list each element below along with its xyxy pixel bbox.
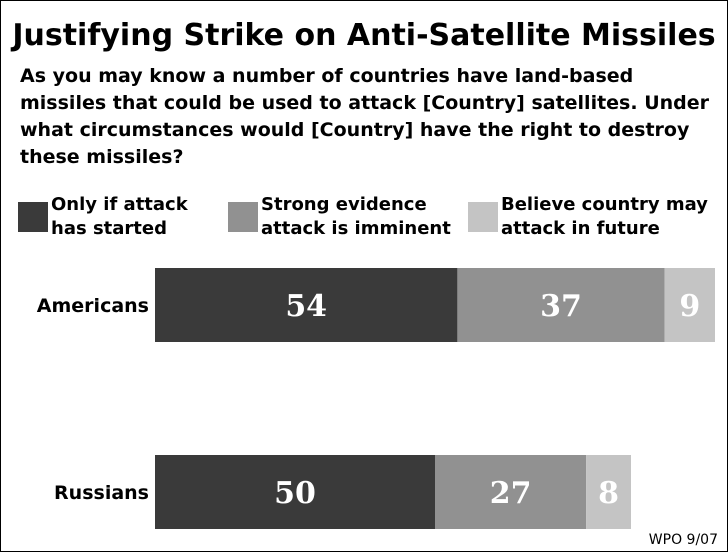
category-label: Americans <box>37 295 149 317</box>
legend-label: Strong evidence attack is imminent <box>261 193 451 241</box>
bar-value-label: 37 <box>540 289 582 324</box>
bar-value-label: 27 <box>490 476 532 511</box>
bar-segment <box>435 455 587 529</box>
legend-swatch <box>228 202 258 232</box>
legend-label-line2: attack is imminent <box>261 218 451 239</box>
legend-label-line2: attack in future <box>501 218 660 239</box>
bar-segment <box>586 455 631 529</box>
category-label: Russians <box>54 482 149 504</box>
legend-item-only-if-attack: Only if attack has started <box>18 193 218 245</box>
chart-title: Justifying Strike on Anti-Satellite Miss… <box>12 18 716 53</box>
bar-segment <box>664 268 715 342</box>
survey-question: As you may know a number of countries ha… <box>20 65 710 168</box>
legend-swatch <box>468 202 498 232</box>
legend-label: Believe country may attack in future <box>501 193 708 241</box>
legend-item-believe-country: Believe country may attack in future <box>468 193 723 245</box>
source-note: WPO 9/07 <box>648 532 718 548</box>
bar-value-label: 50 <box>274 476 316 511</box>
legend-swatch <box>18 202 48 232</box>
bar-value-label: 8 <box>598 476 619 511</box>
legend-label-line1: Believe country may <box>501 194 708 215</box>
bar-value-label: 9 <box>679 289 700 324</box>
bar-segment <box>457 268 665 342</box>
bar-segment <box>155 455 435 529</box>
legend-label-line2: has started <box>51 218 167 239</box>
legend-label-line1: Strong evidence <box>261 194 427 215</box>
legend-label-line1: Only if attack <box>51 194 188 215</box>
legend-label: Only if attack has started <box>51 193 188 241</box>
bar-segment <box>155 268 458 342</box>
bar-value-label: 54 <box>285 289 327 324</box>
legend-item-strong-evidence: Strong evidence attack is imminent <box>228 193 463 245</box>
